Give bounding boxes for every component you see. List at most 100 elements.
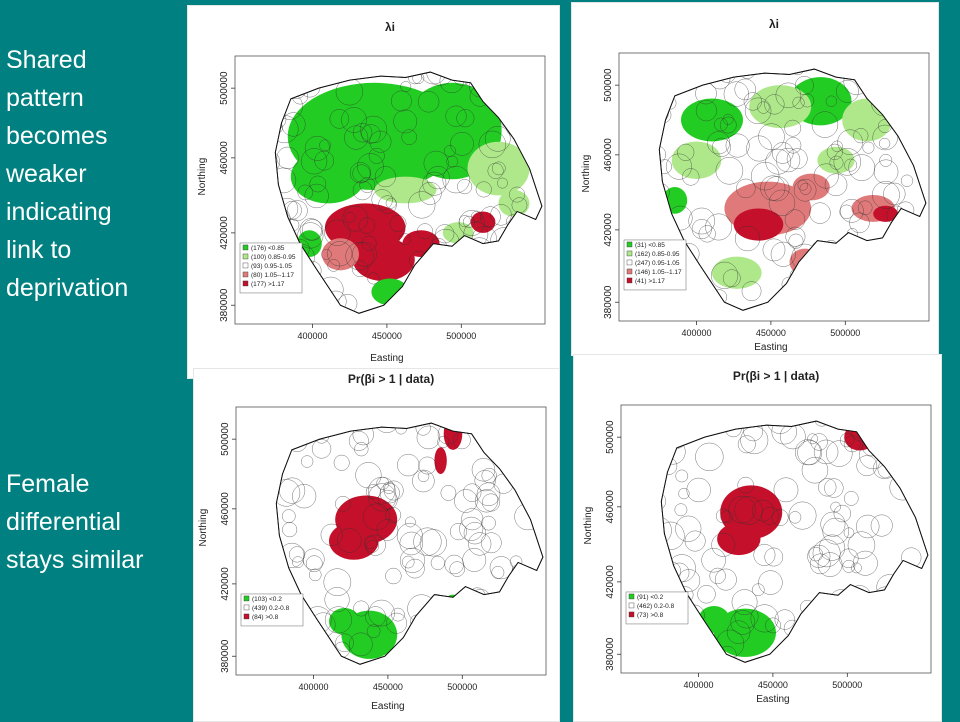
ward-boundary	[726, 620, 751, 644]
legend-entry: (80) 1.05--1.17	[251, 272, 294, 279]
map-panel-lambda-2: λi 500000 460000 420000 380000 Northing 400000…	[571, 2, 939, 356]
ward-boundary	[661, 644, 677, 663]
ward-boundary	[276, 511, 278, 528]
ward-boundary	[798, 642, 821, 663]
ward-boundary	[324, 606, 352, 634]
y-tick-label: 420000	[605, 565, 616, 599]
y-tick-label: 380000	[605, 637, 616, 671]
ward-boundary	[505, 242, 530, 267]
legend-box	[625, 591, 689, 625]
ward-boundary	[341, 107, 367, 133]
ward-boundary	[417, 470, 430, 482]
ward-boundary	[743, 92, 762, 111]
ward-boundary	[415, 423, 431, 436]
ward-boundary	[480, 206, 501, 227]
ward-boundary	[877, 84, 904, 111]
ward-boundary	[661, 421, 687, 435]
ward-boundary	[753, 544, 776, 566]
ward-boundary	[809, 202, 831, 224]
ward-boundary	[378, 195, 397, 214]
ward-boundary	[893, 231, 912, 250]
ward-boundary	[852, 550, 878, 576]
ward-boundary	[768, 189, 796, 217]
ward-boundary	[457, 179, 473, 195]
ward-boundary	[476, 482, 501, 506]
ward-boundary	[490, 607, 519, 636]
area-cluster-light-green	[712, 256, 762, 289]
ward-boundary	[722, 269, 741, 288]
ward-boundary	[701, 548, 726, 573]
ward-boundary	[445, 105, 467, 127]
ward-boundary	[826, 143, 843, 160]
ward-boundary	[491, 566, 505, 579]
ward-boundary	[437, 618, 451, 632]
caption-line: differential	[6, 508, 121, 536]
ward-boundary	[725, 133, 750, 158]
ward-boundary	[309, 568, 322, 582]
ward-boundary	[746, 135, 773, 162]
ward-boundary	[423, 150, 449, 176]
ward-boundary	[514, 438, 537, 461]
ward-boundary	[659, 84, 665, 98]
ward-boundary	[501, 431, 515, 445]
ward-boundary	[454, 489, 478, 513]
ward-boundary	[413, 527, 442, 556]
ward-boundary	[842, 606, 869, 633]
ward-boundary	[462, 215, 475, 228]
ward-boundary	[376, 519, 399, 541]
ward-boundary	[831, 140, 843, 152]
legend-swatch	[626, 241, 633, 248]
ward-boundary	[440, 485, 457, 501]
ward-boundary	[879, 154, 893, 167]
ward-boundary	[282, 522, 298, 538]
ward-boundary	[401, 555, 415, 569]
legend-entry: (103) <0.2	[252, 596, 282, 603]
ward-boundary	[684, 530, 706, 552]
ward-boundary	[705, 213, 732, 241]
ward-boundary	[443, 145, 456, 157]
ward-boundary	[750, 604, 779, 633]
map-panel-prob-2: Pr(βi > 1 | data) 500000 460000 420000 38000…	[573, 354, 942, 722]
area-cluster-red	[733, 208, 784, 241]
ward-boundary	[890, 577, 904, 591]
ward-boundary	[432, 632, 455, 655]
ward-boundary	[817, 552, 843, 577]
ward-boundary	[661, 650, 665, 662]
ward-boundary	[351, 260, 369, 277]
ward-boundary	[275, 72, 279, 83]
plot-frame	[620, 404, 932, 674]
ward-boundary	[276, 479, 301, 507]
ward-boundary	[281, 509, 296, 523]
ward-boundary	[459, 516, 484, 541]
ward-boundary	[847, 250, 874, 276]
x-axis-label: Easting	[754, 342, 787, 353]
ward-boundary	[472, 620, 487, 635]
y-tick-label: 380000	[220, 639, 231, 673]
caption-line: pattern	[6, 84, 84, 112]
legend-swatch	[243, 595, 250, 602]
caption-shared-pattern: Shared pattern becomes weaker indicating…	[6, 41, 181, 307]
ward-boundary	[795, 439, 821, 466]
map-legend: (91) <0.2 (462) 0.2-0.8 (73) >0.8	[625, 591, 689, 625]
ward-boundary	[261, 564, 275, 578]
ward-boundary	[474, 608, 487, 620]
ward-boundary	[665, 153, 692, 180]
ward-boundary	[437, 644, 454, 661]
ward-boundary	[697, 421, 716, 430]
area-cluster-red	[434, 447, 447, 474]
ward-boundary	[709, 567, 726, 585]
ward-boundary	[474, 633, 495, 655]
ward-boundary	[444, 554, 464, 575]
ward-boundary	[304, 183, 329, 209]
ward-boundary	[720, 510, 733, 524]
caption-line: deprivation	[6, 274, 129, 302]
ward-boundary	[389, 215, 407, 232]
ward-boundary	[675, 515, 702, 542]
ward-boundary	[771, 421, 797, 445]
y-tick-label: 460000	[219, 141, 230, 175]
map-title: Pr(βi > 1 | data)	[733, 369, 819, 383]
ward-boundary	[430, 555, 445, 570]
y-axis-label: Northing	[583, 507, 594, 545]
ward-boundary	[471, 210, 483, 222]
ward-boundary	[471, 458, 496, 482]
